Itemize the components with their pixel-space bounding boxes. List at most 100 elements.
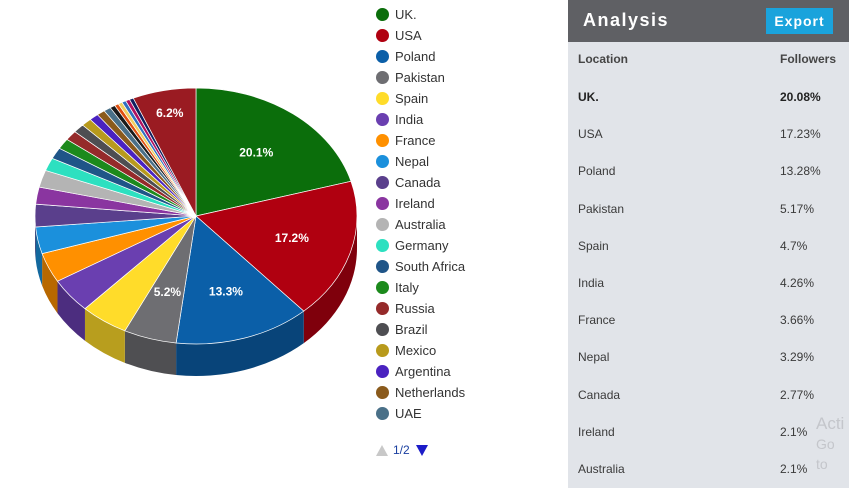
legend-label: USA (395, 28, 422, 43)
legend-item[interactable]: South Africa (376, 256, 556, 277)
row-location: Australia (578, 462, 625, 476)
legend-page-up-icon[interactable] (376, 444, 388, 456)
table-row[interactable]: Ireland 2.1% (568, 414, 849, 451)
table-row[interactable]: Australia 2.1% (568, 451, 849, 488)
legend-item[interactable]: Russia (376, 298, 556, 319)
legend-label: Australia (395, 217, 446, 232)
legend-swatch (376, 92, 389, 105)
legend-label: Argentina (395, 364, 451, 379)
table-row[interactable]: Pakistan 5.17% (568, 191, 849, 228)
table-header: Location Followers (568, 52, 849, 72)
legend-label: India (395, 112, 424, 127)
legend-item[interactable]: Brazil (376, 319, 556, 340)
legend-item[interactable]: India (376, 109, 556, 130)
legend-label: Mexico (395, 343, 437, 358)
legend-swatch (376, 260, 389, 273)
pie-side-pakistan (124, 330, 177, 376)
legend-swatch (376, 197, 389, 210)
legend-label: Russia (395, 301, 435, 316)
slice-data-label: 6.2% (156, 106, 184, 120)
row-followers: 4.26% (780, 276, 815, 290)
table-row[interactable]: Nepal 3.29% (568, 339, 849, 376)
legend-swatch (376, 365, 389, 378)
row-location: UK. (578, 90, 599, 104)
legend-swatch (376, 50, 389, 63)
row-location: Poland (578, 164, 616, 179)
legend-label: France (395, 133, 436, 148)
row-followers: 3.29% (780, 350, 815, 365)
pie-side-usa (303, 216, 357, 344)
analysis-panel: Analysis Export Location Followers UK. 20… (568, 0, 849, 488)
column-header-followers[interactable]: Followers (780, 52, 837, 66)
legend-item[interactable]: UK. (376, 4, 556, 25)
panel-header: Analysis Export (568, 0, 849, 42)
legend-item[interactable]: Mexico (376, 340, 556, 361)
legend-swatch (376, 218, 389, 231)
table-row[interactable]: Canada 2.77% (568, 377, 849, 414)
legend-label: South Africa (395, 259, 466, 274)
legend-label: Nepal (395, 154, 429, 169)
legend-label: Brazil (395, 322, 428, 337)
pie-chart[interactable]: 20.1% 17.2% 13.3% 5.2% 6.2% (0, 0, 370, 488)
pie-chart-svg[interactable]: 20.1% 17.2% 13.3% 5.2% 6.2% (0, 0, 370, 488)
row-followers: 3.66% (780, 313, 815, 328)
row-followers: 13.28% (780, 164, 821, 179)
legend-swatch (376, 302, 389, 315)
pie-slice-other[interactable] (132, 87, 197, 217)
row-location: Nepal (578, 350, 610, 365)
legend-swatch (376, 113, 389, 126)
pie-slice-usa[interactable] (195, 180, 358, 312)
pie-slices[interactable] (34, 87, 358, 345)
legend-swatch (376, 176, 389, 189)
chart-legend: UK. USA Poland Pakistan Spain India France Nepa… (376, 4, 556, 424)
legend-item[interactable]: Spain (376, 88, 556, 109)
pie-side-spain (84, 308, 125, 363)
legend-item[interactable]: Poland (376, 46, 556, 67)
legend-label: Pakistan (395, 70, 445, 85)
legend-item[interactable]: Netherlands (376, 382, 556, 403)
legend-item[interactable]: USA (376, 25, 556, 46)
legend-item[interactable]: France (376, 130, 556, 151)
table-row[interactable]: Poland 13.28% (568, 153, 849, 190)
legend-item[interactable]: Pakistan (376, 67, 556, 88)
row-location: India (578, 276, 605, 290)
legend-item[interactable]: Argentina (376, 361, 556, 382)
legend-label: Spain (395, 91, 429, 106)
legend-swatch (376, 344, 389, 357)
legend-swatch (376, 155, 389, 168)
export-button[interactable]: Export (766, 8, 833, 34)
legend-item[interactable]: UAE (376, 403, 556, 424)
pie-slice-poland[interactable] (175, 215, 305, 345)
row-followers: 2.77% (780, 387, 815, 402)
pie-slice-uk-[interactable] (195, 87, 352, 217)
legend-item[interactable]: Canada (376, 172, 556, 193)
watermark-line-1: Acti (816, 414, 845, 433)
legend-item[interactable]: Nepal (376, 151, 556, 172)
pie-side-nepal (35, 227, 43, 286)
table-row[interactable]: France 3.66% (568, 302, 849, 339)
legend-item[interactable]: Ireland (376, 193, 556, 214)
row-location: Pakistan (578, 201, 625, 216)
pie-side-india (57, 281, 85, 341)
legend-swatch (376, 71, 389, 84)
column-header-location[interactable]: Location (578, 52, 628, 66)
legend-item[interactable]: Australia (376, 214, 556, 235)
row-followers: 20.08% (780, 90, 821, 104)
legend-swatch (376, 281, 389, 294)
row-followers: 2.1% (780, 462, 808, 476)
table-row[interactable]: USA 17.23% (568, 116, 849, 153)
legend-page-indicator: 1/2 (393, 443, 410, 457)
table-row[interactable]: UK. 20.08% (568, 79, 849, 116)
legend-swatch (376, 407, 389, 420)
slice-data-label: 17.2% (275, 231, 309, 245)
table-row[interactable]: India 4.26% (568, 265, 849, 302)
legend-page-down-icon[interactable] (415, 444, 428, 456)
row-location: Spain (578, 238, 609, 253)
legend-item[interactable]: Italy (376, 277, 556, 298)
pie-side-poland (176, 311, 304, 376)
legend-swatch (376, 8, 389, 21)
table-row[interactable]: Spain 4.7% (568, 228, 849, 265)
row-location: France (578, 313, 616, 328)
legend-item[interactable]: Germany (376, 235, 556, 256)
legend-label: Canada (395, 175, 441, 190)
